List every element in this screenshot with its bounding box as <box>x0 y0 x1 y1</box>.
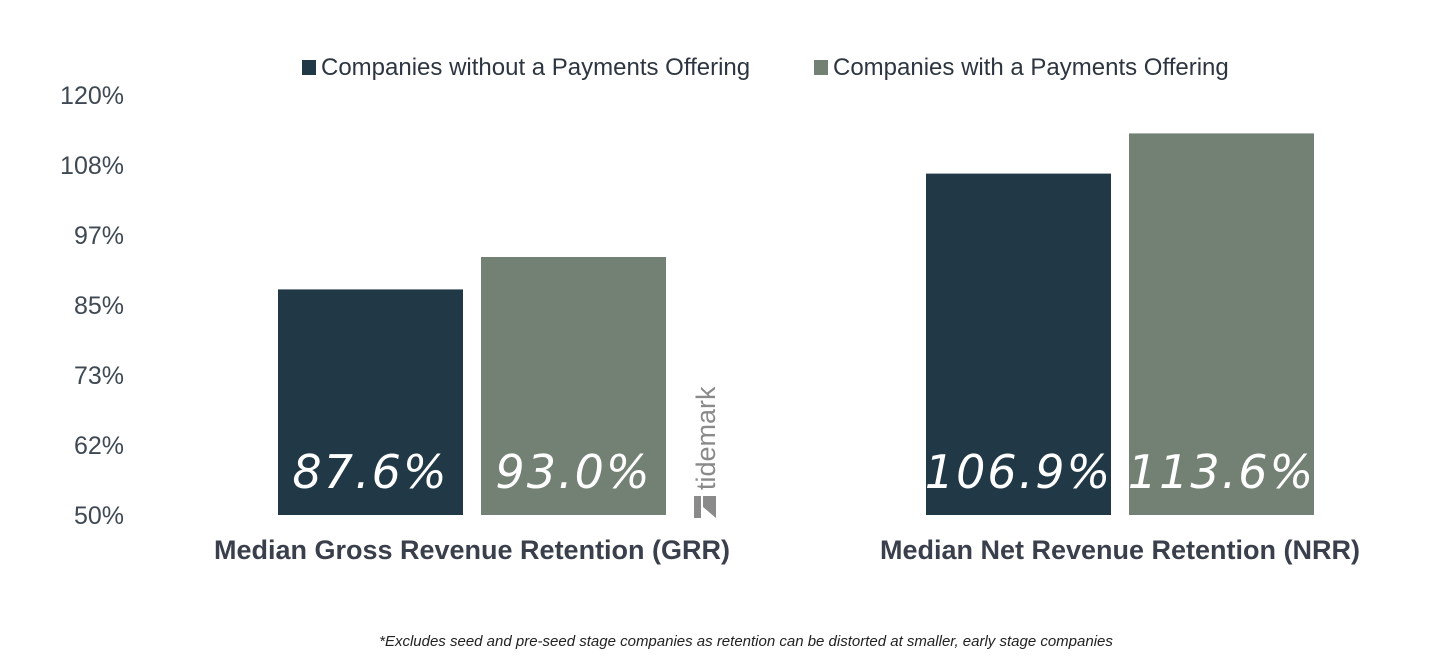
y-tick-label: 62% <box>74 432 124 460</box>
legend-label-without-payments: Companies without a Payments Offering <box>321 54 750 81</box>
y-axis: 50% 62% 73% 85% 97% 108% 120% <box>60 82 124 530</box>
y-tick-label: 73% <box>74 362 124 390</box>
bar-value-label: 106.9% <box>925 445 1112 499</box>
y-tick-label: 50% <box>74 502 124 530</box>
tidemark-watermark: tidemark <box>691 386 721 518</box>
tidemark-logo-icon <box>694 496 716 518</box>
y-tick-label: 120% <box>60 82 124 110</box>
bar-value-label: 87.6% <box>292 445 448 499</box>
bars <box>278 133 1314 515</box>
bar <box>481 257 666 515</box>
legend-swatch-without-payments <box>302 60 316 75</box>
x-label-grr: Median Gross Revenue Retention (GRR) <box>214 535 730 565</box>
x-label-nrr: Median Net Revenue Retention (NRR) <box>880 535 1360 565</box>
x-axis-labels: Median Gross Revenue Retention (GRR) Med… <box>214 535 1360 565</box>
legend: Companies without a Payments Offering Co… <box>302 54 1229 81</box>
data-labels: 87.6% 93.0% 106.9% 113.6% <box>292 445 1315 499</box>
y-tick-label: 85% <box>74 292 124 320</box>
y-tick-label: 97% <box>74 222 124 250</box>
footnote: *Excludes seed and pre-seed stage compan… <box>379 633 1113 650</box>
bar <box>278 289 463 515</box>
watermark-text: tidemark <box>691 386 721 490</box>
bar <box>926 173 1111 515</box>
bar-value-label: 113.6% <box>1128 445 1315 499</box>
legend-label-with-payments: Companies with a Payments Offering <box>833 54 1229 81</box>
bar <box>1129 133 1314 515</box>
legend-swatch-with-payments <box>814 60 828 75</box>
bar-value-label: 93.0% <box>495 445 651 499</box>
y-tick-label: 108% <box>60 152 124 180</box>
